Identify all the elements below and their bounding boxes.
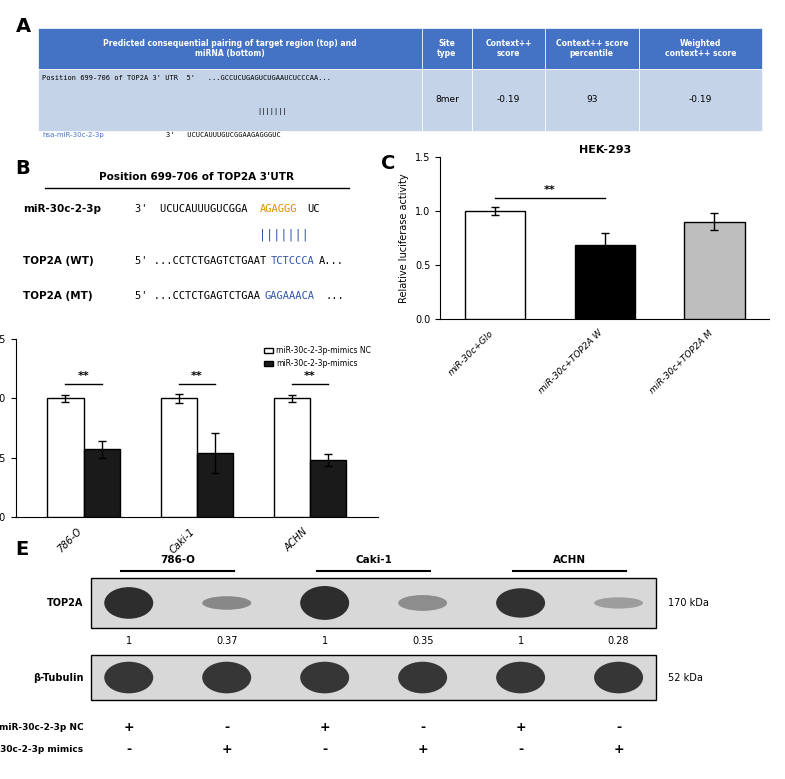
Text: |||||||: ||||||| xyxy=(259,228,309,241)
Ellipse shape xyxy=(203,661,251,693)
Bar xyxy=(473,28,545,69)
Bar xyxy=(545,28,639,69)
Text: -: - xyxy=(225,721,229,734)
Bar xyxy=(91,578,656,628)
Text: C: C xyxy=(381,154,395,173)
Bar xyxy=(639,69,761,131)
Text: ACHN: ACHN xyxy=(553,555,586,565)
Text: 5' ...CCTCTGAGTCTGAA: 5' ...CCTCTGAGTCTGAA xyxy=(135,291,260,301)
Ellipse shape xyxy=(203,596,251,610)
Text: TCTCCCA: TCTCCCA xyxy=(270,256,314,266)
Text: 1: 1 xyxy=(126,636,132,647)
Ellipse shape xyxy=(594,597,643,608)
Text: 8mer: 8mer xyxy=(435,95,459,104)
Text: **: ** xyxy=(544,185,556,195)
Text: Caki-1: Caki-1 xyxy=(356,555,392,565)
Text: miR-30c-2-3p: miR-30c-2-3p xyxy=(23,204,101,214)
Bar xyxy=(310,460,346,516)
Text: A...: A... xyxy=(319,256,344,266)
Text: +: + xyxy=(221,743,232,756)
Text: 52 kDa: 52 kDa xyxy=(667,672,703,682)
Text: UC: UC xyxy=(307,204,319,214)
Ellipse shape xyxy=(300,661,349,693)
Text: 0.35: 0.35 xyxy=(412,636,433,647)
Text: Weighted
context++ score: Weighted context++ score xyxy=(665,39,736,58)
Text: B: B xyxy=(16,159,31,178)
Text: 1: 1 xyxy=(517,636,524,647)
Text: -: - xyxy=(126,743,131,756)
Text: miR-30c-2-3p NC: miR-30c-2-3p NC xyxy=(0,723,83,731)
Ellipse shape xyxy=(496,588,545,618)
Text: -0.19: -0.19 xyxy=(688,95,712,104)
Text: +: + xyxy=(123,721,134,734)
Text: Site
type: Site type xyxy=(437,39,457,58)
Text: Context++
score: Context++ score xyxy=(485,39,531,58)
Text: Predicted consequential pairing of target region (top) and
miRNA (bottom): Predicted consequential pairing of targe… xyxy=(103,39,357,58)
Text: -: - xyxy=(616,721,621,734)
Text: Context++ score
percentile: Context++ score percentile xyxy=(556,39,628,58)
Text: 0.37: 0.37 xyxy=(216,636,237,647)
Text: 786-O: 786-O xyxy=(160,555,195,565)
Text: 1: 1 xyxy=(322,636,328,647)
Text: GAGAAACA: GAGAAACA xyxy=(265,291,315,301)
Bar xyxy=(47,398,84,516)
Text: TOP2A: TOP2A xyxy=(47,598,83,608)
Bar xyxy=(197,453,233,516)
Text: TOP2A (MT): TOP2A (MT) xyxy=(23,291,93,301)
Text: -0.19: -0.19 xyxy=(497,95,520,104)
Ellipse shape xyxy=(300,586,349,620)
Bar xyxy=(274,398,310,516)
Text: -: - xyxy=(518,743,523,756)
Text: **: ** xyxy=(304,371,316,381)
Bar xyxy=(422,69,473,131)
Ellipse shape xyxy=(594,661,643,693)
Bar xyxy=(422,28,473,69)
Text: Position 699-706 of TOP2A 3'UTR: Position 699-706 of TOP2A 3'UTR xyxy=(99,171,294,182)
Text: A: A xyxy=(16,17,31,36)
Bar xyxy=(161,398,197,516)
Y-axis label: Relative luciferase activity: Relative luciferase activity xyxy=(400,173,410,303)
Text: hsa-miR-30c-2-3p: hsa-miR-30c-2-3p xyxy=(42,132,104,138)
Text: **: ** xyxy=(191,371,203,381)
Bar xyxy=(639,28,761,69)
Bar xyxy=(38,69,422,131)
Text: AGAGGG: AGAGGG xyxy=(260,204,298,214)
Text: +: + xyxy=(418,743,428,756)
Text: +: + xyxy=(319,721,330,734)
Text: miR-30c-2-3p mimics: miR-30c-2-3p mimics xyxy=(0,746,83,754)
Bar xyxy=(465,211,525,319)
Ellipse shape xyxy=(104,587,153,619)
Text: **: ** xyxy=(78,371,89,381)
Text: 93: 93 xyxy=(586,95,597,104)
Text: ...: ... xyxy=(325,291,344,301)
Text: -: - xyxy=(420,721,425,734)
Ellipse shape xyxy=(104,661,153,693)
Legend: miR-30c-2-3p-mimics NC, miR-30c-2-3p-mimics: miR-30c-2-3p-mimics NC, miR-30c-2-3p-mim… xyxy=(261,343,374,371)
Ellipse shape xyxy=(496,661,545,693)
Text: β-Tubulin: β-Tubulin xyxy=(33,672,83,682)
Text: 3'   UCUCAUUUGUCGGAAGAGGGUC: 3' UCUCAUUUGUCGGAAGAGGGUC xyxy=(166,132,281,138)
Text: E: E xyxy=(16,540,29,559)
Text: Position 699-706 of TOP2A 3' UTR  5'   ...GCCUCUGAGUCUGAAUCUCCCAA...: Position 699-706 of TOP2A 3' UTR 5' ...G… xyxy=(42,75,331,81)
Bar xyxy=(91,655,656,700)
Text: +: + xyxy=(613,743,624,756)
Ellipse shape xyxy=(398,661,447,693)
Text: TOP2A (WT): TOP2A (WT) xyxy=(23,256,93,266)
Title: HEK-293: HEK-293 xyxy=(579,145,631,155)
Bar xyxy=(545,69,639,131)
Text: 0.28: 0.28 xyxy=(608,636,630,647)
Text: -: - xyxy=(322,743,327,756)
Bar xyxy=(38,28,422,69)
Text: |||||||: ||||||| xyxy=(257,108,287,115)
Bar xyxy=(575,245,635,319)
Text: +: + xyxy=(515,721,526,734)
Bar xyxy=(84,449,120,516)
Text: 3'  UCUCAUUUGUCGGA: 3' UCUCAUUUGUCGGA xyxy=(135,204,248,214)
Bar xyxy=(685,222,745,319)
Ellipse shape xyxy=(398,595,447,611)
Text: 170 kDa: 170 kDa xyxy=(667,598,708,608)
Bar xyxy=(473,69,545,131)
Text: 5' ...CCTCTGAGTCTGAAT: 5' ...CCTCTGAGTCTGAAT xyxy=(135,256,266,266)
